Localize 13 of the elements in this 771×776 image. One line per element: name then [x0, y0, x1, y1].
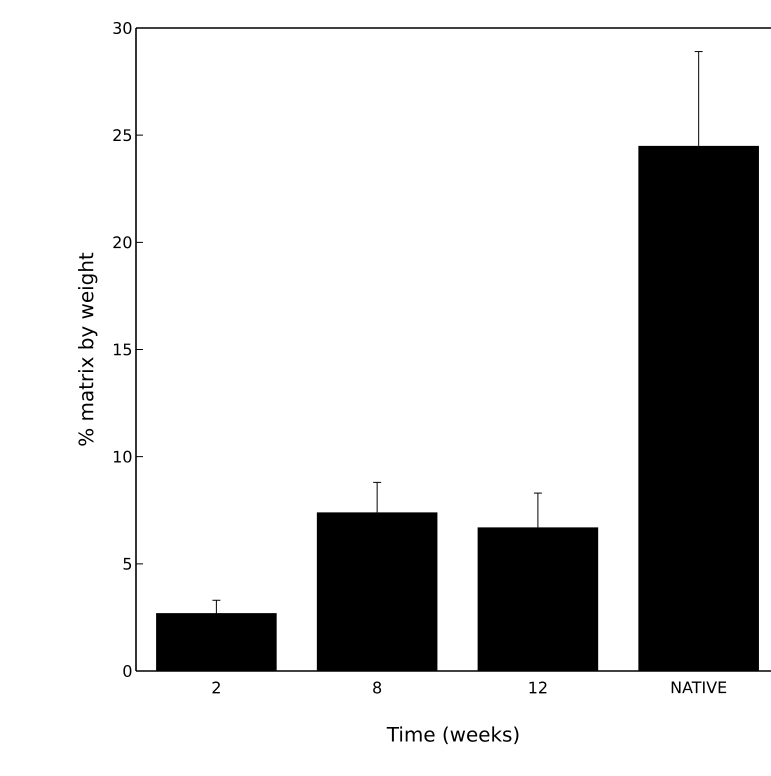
y-tick-label: 30 [113, 22, 132, 34]
x-tick-label: 8 [373, 682, 382, 694]
y-tick-label: 5 [124, 558, 132, 570]
y-tick-label: 15 [114, 344, 132, 356]
x-tick-label: 2 [212, 682, 220, 694]
x-tick-label: NATIVE [672, 682, 726, 694]
y-tick-label: 20 [113, 236, 132, 248]
y-axis-title: % matrix by weight [78, 252, 98, 446]
y-tick-label: 0 [123, 664, 132, 678]
x-axis-title: Time (weeks) [386, 726, 518, 744]
x-tick-label: 12 [530, 682, 546, 694]
y-tick-label: 25 [113, 129, 132, 142]
y-tick-label: 10 [114, 450, 132, 463]
